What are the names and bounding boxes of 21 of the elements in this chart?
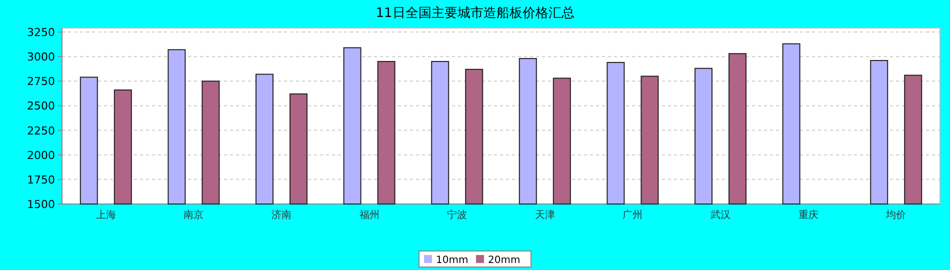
x-tick-label: 上海 (96, 209, 116, 221)
y-tick-label: 1750 (27, 173, 55, 186)
x-tick-label: 济南 (272, 209, 292, 221)
legend-label: 10mm (436, 255, 468, 266)
x-tick-label: 南京 (184, 209, 204, 221)
y-tick-label: 3250 (27, 26, 55, 39)
x-tick-label: 天津 (534, 209, 555, 221)
chart-title: 11日全国主要城市造船板价格汇总 (376, 5, 574, 21)
y-tick-label: 2500 (27, 100, 55, 113)
legend-label: 20mm (488, 255, 520, 266)
x-tick-label: 重庆 (798, 209, 818, 221)
x-tick-label: 福州 (359, 209, 380, 221)
x-tick-label: 均价 (885, 209, 906, 221)
y-tick-label: 3000 (27, 50, 55, 64)
y-tick-label: 2000 (27, 148, 55, 162)
y-tick-label: 1500 (27, 198, 55, 211)
y-tick-label: 2750 (27, 75, 55, 88)
y-tick-label: 2250 (27, 124, 55, 138)
x-tick-label: 广州 (622, 209, 643, 221)
x-tick-label: 宁波 (447, 209, 468, 221)
x-tick-label: 武汉 (710, 209, 730, 221)
